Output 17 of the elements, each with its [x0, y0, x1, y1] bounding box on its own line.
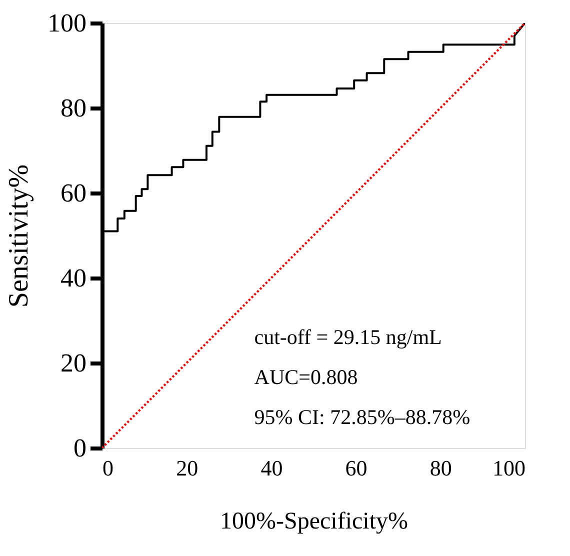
y-tick-label: 40 [60, 264, 86, 292]
y-axis-title: Sensitivity% [4, 164, 34, 308]
y-tick-label: 80 [60, 94, 86, 122]
x-tick-label: 100 [492, 456, 526, 480]
annotation: 95% CI: 72.85%–88.78% [254, 405, 470, 429]
y-tick-label: 100 [48, 8, 86, 38]
x-tick-label: 0 [102, 456, 114, 480]
x-tick-label: 20 [176, 456, 198, 480]
x-axis-title: 100%-Specificity% [220, 508, 408, 534]
y-tick-label: 20 [60, 348, 86, 378]
x-tick-label: 60 [345, 456, 368, 480]
x-tick-label: 40 [260, 456, 283, 480]
annotation: cut-off = 29.15 ng/mL [254, 325, 442, 349]
x-tick-label: 80 [430, 456, 452, 480]
annotation: AUC=0.808 [254, 365, 358, 389]
y-tick-label: 0 [74, 434, 86, 462]
y-tick-label: 60 [60, 178, 86, 208]
